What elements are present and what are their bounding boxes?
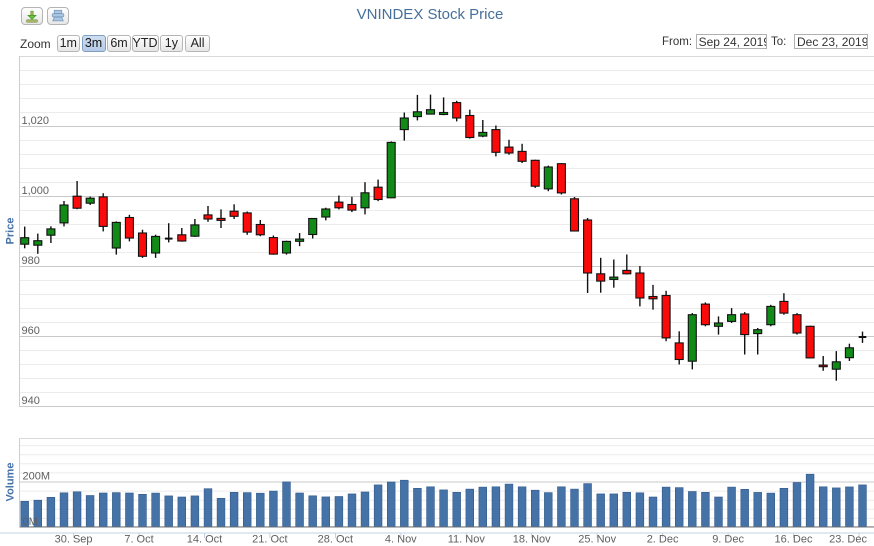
svg-text:21. Oct: 21. Oct [252, 534, 287, 546]
svg-text:Volume: Volume [5, 463, 17, 502]
svg-text:960: 960 [22, 325, 40, 337]
svg-text:940: 940 [22, 395, 40, 407]
svg-text:11. Nov: 11. Nov [448, 534, 486, 546]
svg-text:16. Dec: 16. Dec [775, 534, 813, 546]
svg-text:2. Dec: 2. Dec [647, 534, 679, 546]
svg-text:1,000: 1,000 [22, 185, 50, 197]
svg-text:1,020: 1,020 [22, 115, 50, 127]
svg-text:18. Nov: 18. Nov [513, 534, 551, 546]
svg-text:Price: Price [5, 218, 17, 245]
svg-text:14. Oct: 14. Oct [187, 534, 222, 546]
svg-text:30. Sep: 30. Sep [55, 534, 93, 546]
svg-text:25. Nov: 25. Nov [578, 534, 616, 546]
svg-text:200M: 200M [23, 471, 51, 483]
svg-text:9. Dec: 9. Dec [712, 534, 744, 546]
svg-text:980: 980 [22, 255, 40, 267]
svg-text:28. Oct: 28. Oct [318, 534, 353, 546]
svg-text:7. Oct: 7. Oct [124, 534, 153, 546]
svg-text:0M: 0M [23, 516, 38, 528]
svg-text:23. Dec: 23. Dec [829, 534, 867, 546]
svg-text:4. Nov: 4. Nov [385, 534, 417, 546]
